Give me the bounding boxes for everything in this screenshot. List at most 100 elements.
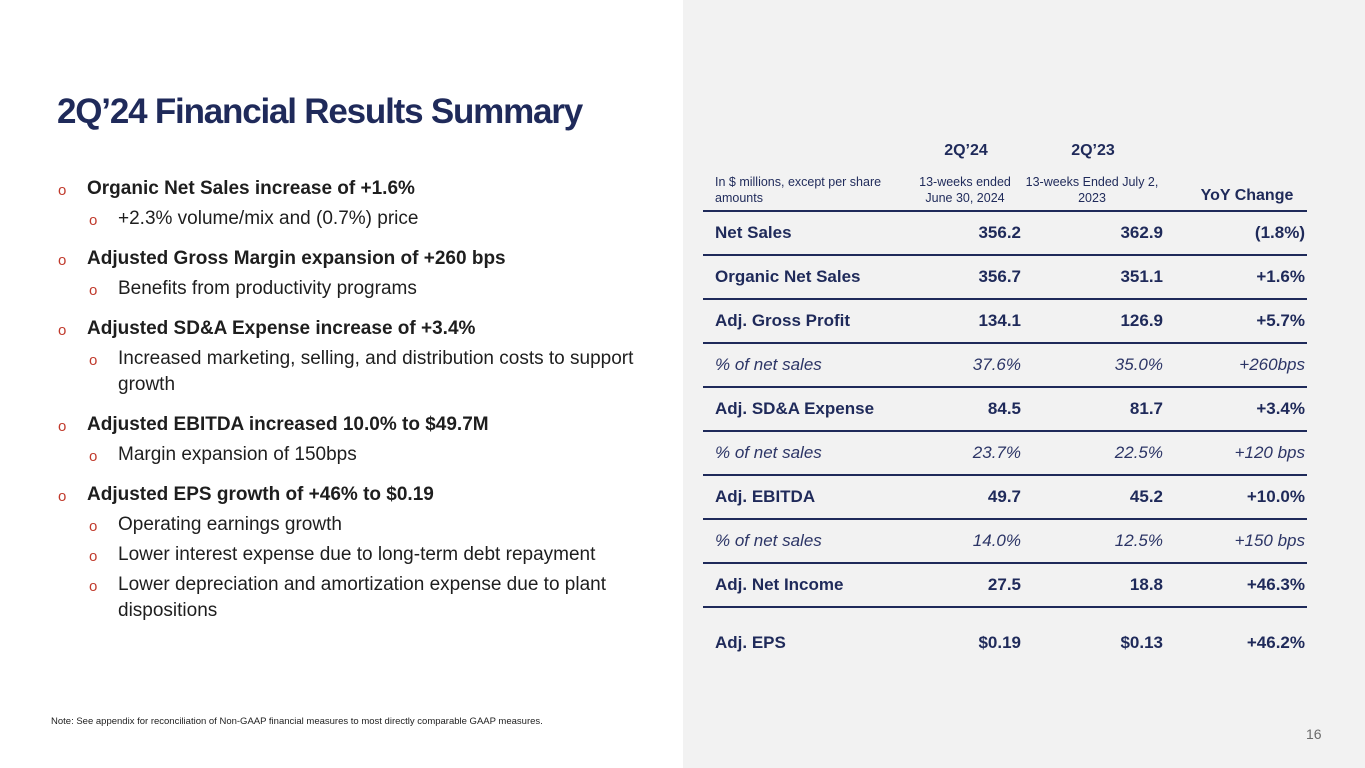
row-label: % of net sales	[715, 355, 822, 374]
row-label: Net Sales	[715, 223, 792, 242]
row-current: 49.7	[987, 487, 1021, 506]
bullet-item: o Organic Net Sales increase of +1.6%	[58, 176, 668, 202]
bullet-item: o Adjusted EBITDA increased 10.0% to $49…	[58, 412, 668, 438]
financial-summary-table: 2Q’24 2Q’23 In $ millions, except per sh…	[703, 136, 1307, 678]
table-row: % of net sales 23.7% 22.5% +120 bps	[703, 432, 1307, 476]
bullet-text: Organic Net Sales increase of +1.6%	[87, 178, 415, 199]
bullet-marker-icon: o	[89, 282, 98, 299]
bullet-group: o Organic Net Sales increase of +1.6% o …	[58, 176, 668, 232]
bullet-marker-icon: o	[89, 212, 98, 229]
bullet-group: o Adjusted SD&A Expense increase of +3.4…	[58, 316, 668, 398]
bullet-marker-icon: o	[89, 448, 98, 465]
bullet-group: o Adjusted Gross Margin expansion of +26…	[58, 246, 668, 302]
row-yoy: +5.7%	[1256, 311, 1305, 330]
sub-bullet-text: Operating earnings growth	[118, 514, 342, 535]
row-current: 134.1	[978, 311, 1021, 330]
table-row: Adj. Gross Profit 134.1 126.9 +5.7%	[703, 300, 1307, 344]
row-current: 27.5	[987, 575, 1021, 594]
bullet-group: o Adjusted EBITDA increased 10.0% to $49…	[58, 412, 668, 468]
row-label: Adj. Gross Profit	[715, 311, 851, 330]
bullet-marker-icon: o	[89, 578, 98, 595]
header-current: 13-weeks ended June 30, 2024	[919, 175, 1011, 205]
row-label: Adj. EPS	[715, 633, 786, 652]
row-current: $0.19	[978, 633, 1021, 652]
row-current: 14.0%	[972, 531, 1021, 550]
row-label: Organic Net Sales	[715, 267, 861, 286]
row-label: % of net sales	[715, 531, 822, 550]
bullet-text: Adjusted EPS growth of +46% to $0.19	[87, 484, 434, 505]
footnote: Note: See appendix for reconciliation of…	[51, 716, 543, 727]
bullet-marker-icon: o	[58, 182, 67, 199]
table-row: Adj. SD&A Expense 84.5 81.7 +3.4%	[703, 388, 1307, 432]
table-period-row: 2Q’24 2Q’23	[703, 136, 1307, 166]
table-row: Adj. EBITDA 49.7 45.2 +10.0%	[703, 476, 1307, 520]
table-header-row: In $ millions, except per share amounts …	[703, 166, 1307, 212]
bullet-item: o Adjusted EPS growth of +46% to $0.19	[58, 482, 668, 508]
row-yoy: +260bps	[1239, 355, 1305, 374]
table-row: % of net sales 37.6% 35.0% +260bps	[703, 344, 1307, 388]
bullet-marker-icon: o	[89, 352, 98, 369]
bullet-text: Adjusted Gross Margin expansion of +260 …	[87, 248, 506, 269]
row-prior: 12.5%	[1114, 531, 1163, 550]
row-yoy: +46.3%	[1246, 575, 1305, 594]
sub-bullet-text: +2.3% volume/mix and (0.7%) price	[118, 208, 419, 229]
table-row: Adj. EPS $0.19 $0.13 +46.2%	[703, 608, 1307, 678]
row-yoy: +46.2%	[1246, 633, 1305, 652]
row-label: Adj. SD&A Expense	[715, 399, 875, 418]
sub-bullet-item: o Increased marketing, selling, and dist…	[58, 346, 668, 398]
header-yoy: YoY Change	[1200, 187, 1294, 204]
sub-bullet-item: o Benefits from productivity programs	[58, 276, 668, 302]
sub-bullet-item: o Margin expansion of 150bps	[58, 442, 668, 468]
row-prior: 362.9	[1120, 223, 1163, 242]
bullet-marker-icon: o	[89, 548, 98, 565]
row-yoy: +120 bps	[1234, 443, 1305, 462]
row-current: 84.5	[987, 399, 1021, 418]
table-panel	[683, 0, 1365, 768]
bullet-text: Adjusted SD&A Expense increase of +3.4%	[87, 318, 476, 339]
header-prior: 13-weeks Ended July 2, 2023	[1025, 175, 1159, 205]
row-current: 356.7	[978, 267, 1021, 286]
row-prior: $0.13	[1120, 633, 1163, 652]
bullet-marker-icon: o	[58, 322, 67, 339]
table-row: Net Sales 356.2 362.9 (1.8%)	[703, 212, 1307, 256]
row-prior: 351.1	[1120, 267, 1163, 286]
bullet-marker-icon: o	[89, 518, 98, 535]
table-row: % of net sales 14.0% 12.5% +150 bps	[703, 520, 1307, 564]
page-number: 16	[1306, 726, 1322, 742]
row-prior: 22.5%	[1114, 443, 1163, 462]
sub-bullet-text: Benefits from productivity programs	[118, 278, 417, 299]
row-label: % of net sales	[715, 443, 822, 462]
page-title: 2Q’24 Financial Results Summary	[57, 92, 583, 131]
row-current: 37.6%	[972, 355, 1021, 374]
sub-bullet-text: Increased marketing, selling, and distri…	[118, 348, 634, 395]
row-current: 356.2	[978, 223, 1021, 242]
row-yoy: +1.6%	[1256, 267, 1305, 286]
bullet-item: o Adjusted SD&A Expense increase of +3.4…	[58, 316, 668, 342]
row-label: Adj. Net Income	[715, 575, 844, 594]
sub-bullet-item: o Operating earnings growth	[58, 512, 668, 538]
bullet-text: Adjusted EBITDA increased 10.0% to $49.7…	[87, 414, 489, 435]
row-current: 23.7%	[972, 443, 1021, 462]
row-yoy: +10.0%	[1246, 487, 1305, 506]
sub-bullet-item: o Lower depreciation and amortization ex…	[58, 572, 668, 624]
row-prior: 126.9	[1120, 311, 1163, 330]
bullet-marker-icon: o	[58, 488, 67, 505]
table-row: Adj. Net Income 27.5 18.8 +46.3%	[703, 564, 1307, 608]
sub-bullet-text: Margin expansion of 150bps	[118, 444, 357, 465]
bullet-item: o Adjusted Gross Margin expansion of +26…	[58, 246, 668, 272]
row-yoy: +3.4%	[1256, 399, 1305, 418]
table-row: Organic Net Sales 356.7 351.1 +1.6%	[703, 256, 1307, 300]
row-prior: 35.0%	[1114, 355, 1163, 374]
row-prior: 81.7	[1129, 399, 1163, 418]
sub-bullet-text: Lower depreciation and amortization expe…	[118, 574, 606, 621]
sub-bullet-item: o +2.3% volume/mix and (0.7%) price	[58, 206, 668, 232]
row-prior: 45.2	[1129, 487, 1163, 506]
header-units: In $ millions, except per share amounts	[715, 175, 882, 205]
row-yoy: +150 bps	[1234, 531, 1305, 550]
row-label: Adj. EBITDA	[715, 487, 816, 506]
bullet-marker-icon: o	[58, 252, 67, 269]
sub-bullet-item: o Lower interest expense due to long-ter…	[58, 542, 668, 568]
period-prior: 2Q’23	[1071, 142, 1115, 159]
bullet-group: o Adjusted EPS growth of +46% to $0.19 o…	[58, 482, 668, 624]
